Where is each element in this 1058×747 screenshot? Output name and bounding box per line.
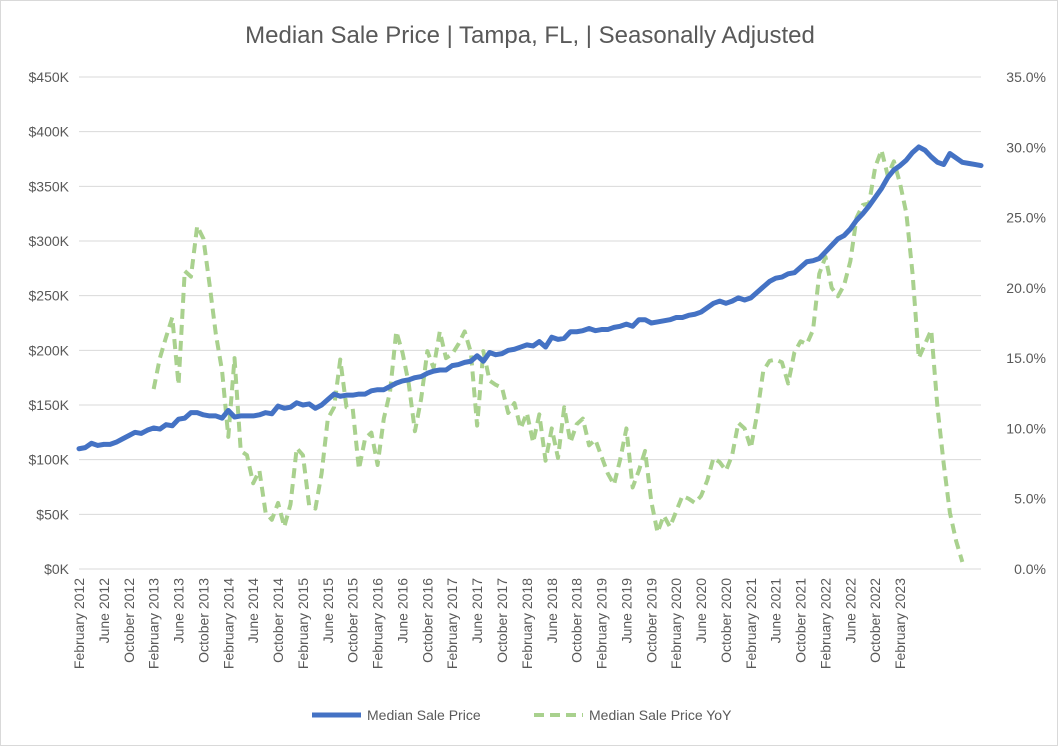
x-tick-label: October 2020 bbox=[718, 578, 734, 663]
x-tick-label: February 2012 bbox=[71, 578, 87, 669]
series-line-median-sale-price-yoy bbox=[151, 148, 965, 563]
left-y-tick-label: $250K bbox=[29, 288, 70, 304]
series-layer bbox=[76, 144, 984, 563]
x-tick-label: October 2015 bbox=[345, 578, 361, 663]
x-tick-label: June 2014 bbox=[245, 578, 261, 644]
x-tick-label: October 2012 bbox=[121, 578, 137, 663]
x-tick-label: June 2018 bbox=[544, 578, 560, 644]
gridlines bbox=[79, 76, 981, 570]
right-y-tick-label: 10.0% bbox=[1006, 420, 1046, 436]
legend: Median Sale Price Median Sale Price YoY bbox=[312, 707, 732, 723]
left-y-tick-label: $50K bbox=[36, 506, 69, 522]
left-y-tick-label: $150K bbox=[29, 397, 70, 413]
x-tick-label: February 2015 bbox=[295, 578, 311, 669]
x-tick-label: February 2023 bbox=[892, 578, 908, 669]
right-y-tick-label: 0.0% bbox=[1014, 561, 1046, 577]
x-tick-label: February 2016 bbox=[370, 578, 386, 669]
x-axis: February 2012 June 2012 October 2012 Februa… bbox=[71, 578, 908, 669]
x-tick-label: June 2022 bbox=[842, 578, 858, 644]
x-tick-label: October 2014 bbox=[270, 578, 286, 663]
right-y-tick-label: 35.0% bbox=[1006, 69, 1046, 85]
legend-label-median-sale-price: Median Sale Price bbox=[367, 707, 481, 723]
x-tick-label: February 2013 bbox=[146, 578, 162, 669]
x-tick-label: June 2021 bbox=[768, 578, 784, 644]
x-tick-label: June 2012 bbox=[96, 578, 112, 644]
x-tick-label: October 2016 bbox=[419, 578, 435, 663]
x-tick-label: February 2018 bbox=[519, 578, 535, 669]
x-tick-label: June 2020 bbox=[693, 578, 709, 644]
left-y-tick-label: $350K bbox=[29, 178, 70, 194]
legend-label-median-sale-price-yoy: Median Sale Price YoY bbox=[589, 707, 732, 723]
x-tick-label: June 2017 bbox=[469, 578, 485, 644]
left-y-tick-label: $300K bbox=[29, 233, 70, 249]
x-tick-label: February 2014 bbox=[220, 578, 236, 669]
left-y-tick-label: $100K bbox=[29, 452, 70, 468]
x-tick-label: June 2019 bbox=[618, 578, 634, 644]
left-y-tick-label: $0K bbox=[44, 561, 70, 577]
left-y-axis: $0K $50K $100K $150K $200K $250K $300K $350K $40… bbox=[29, 69, 70, 577]
left-y-tick-label: $450K bbox=[29, 69, 70, 85]
left-y-tick-label: $200K bbox=[29, 342, 70, 358]
x-tick-label: February 2020 bbox=[668, 578, 684, 669]
series-line-median-sale-price bbox=[76, 144, 984, 452]
x-tick-label: October 2017 bbox=[494, 578, 510, 663]
x-tick-label: October 2022 bbox=[867, 578, 883, 663]
x-tick-label: June 2016 bbox=[394, 578, 410, 644]
x-tick-label: October 2021 bbox=[793, 578, 809, 663]
x-tick-label: June 2015 bbox=[320, 578, 336, 644]
x-tick-label: February 2021 bbox=[743, 578, 759, 669]
right-y-tick-label: 15.0% bbox=[1006, 350, 1046, 366]
x-tick-label: February 2022 bbox=[817, 578, 833, 669]
right-y-tick-label: 5.0% bbox=[1014, 491, 1046, 507]
right-y-axis: 0.0% 5.0% 10.0% 15.0% 20.0% 25.0% 30.0% 35.0% bbox=[1006, 69, 1046, 577]
x-tick-label: February 2019 bbox=[594, 578, 610, 669]
right-y-tick-label: 30.0% bbox=[1006, 139, 1046, 155]
right-y-tick-label: 25.0% bbox=[1006, 210, 1046, 226]
chart-title: Median Sale Price | Tampa, FL, | Seasona… bbox=[245, 22, 815, 49]
right-y-tick-label: 20.0% bbox=[1006, 280, 1046, 296]
left-y-tick-label: $400K bbox=[29, 124, 70, 140]
x-tick-label: October 2019 bbox=[643, 578, 659, 663]
x-tick-label: June 2013 bbox=[171, 578, 187, 644]
x-tick-label: February 2017 bbox=[444, 578, 460, 669]
x-tick-label: October 2013 bbox=[195, 578, 211, 663]
x-tick-label: October 2018 bbox=[569, 578, 585, 663]
